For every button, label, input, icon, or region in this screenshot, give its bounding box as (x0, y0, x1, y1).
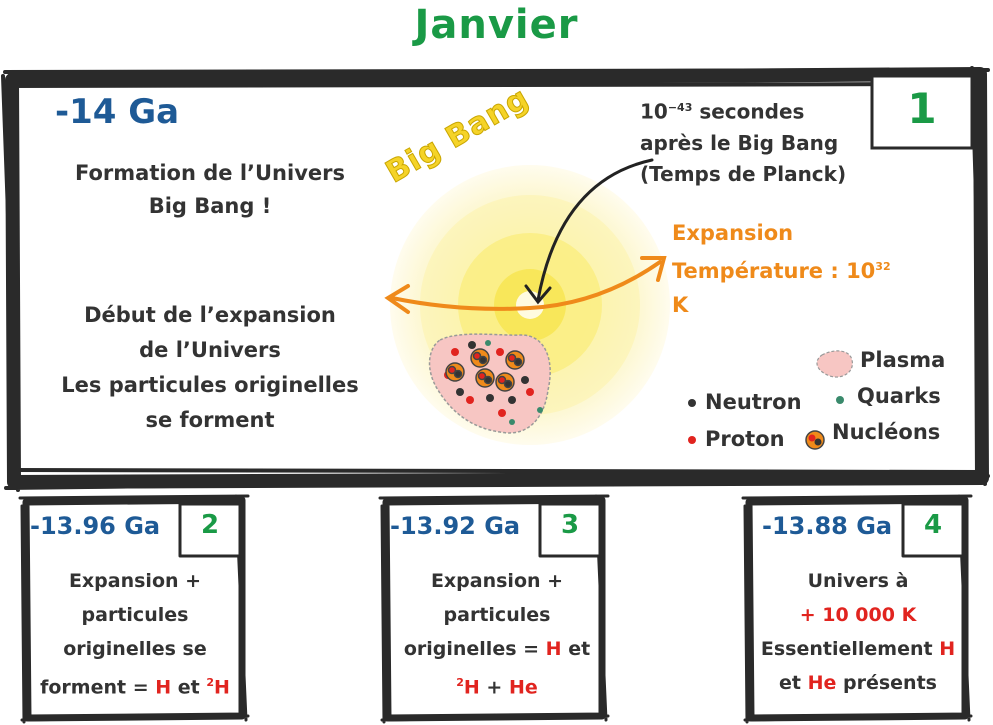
legend-icons (688, 350, 854, 450)
day-number-panel-3: 3 (560, 510, 580, 540)
proton-legend-icon (688, 436, 696, 444)
day-number-panel-4: 4 (923, 510, 943, 540)
legend-neutron: Neutron (705, 390, 802, 414)
panel-3-text: Expansion + particules originelles = H e… (403, 570, 591, 699)
quarks-legend-icon (836, 396, 844, 404)
day-number-panel-2: 2 (200, 510, 220, 540)
panel-frame-4 (741, 494, 973, 724)
planck-text: 10−43 secondes après le Big Bang (Temps … (640, 99, 847, 186)
nucleons-legend-icon (805, 430, 825, 450)
panel-frame-2 (18, 494, 250, 724)
main-frame (1, 66, 990, 492)
planck-arrow (524, 158, 654, 305)
panel-frame-3 (378, 494, 610, 724)
legend-quarks: Quarks (857, 384, 941, 408)
page-title: Janvier (414, 2, 579, 48)
legend-proton: Proton (705, 427, 785, 451)
debut-text: Début de l’expansion de l’Univers Les pa… (61, 303, 359, 432)
day-number-main: 1 (907, 84, 937, 133)
era-panel-3: -13.92 Ga (390, 512, 521, 540)
era-panel-4: -13.88 Ga (762, 512, 893, 540)
nucleon-markers (445, 348, 525, 392)
plasma-blob (428, 333, 551, 434)
expansion-arrow (384, 256, 667, 314)
era-panel-2: -13.96 Ga (30, 512, 161, 540)
legend-plasma: Plasma (860, 348, 946, 372)
day-box-main (870, 74, 974, 150)
formation-text: Formation de l’Univers Big Bang ! (74, 161, 345, 218)
neutron-legend-icon (688, 399, 696, 407)
expansion-text: Expansion Température : 1032 K (672, 221, 891, 317)
legend-nucleons: Nucléons (832, 420, 941, 444)
panel-2-text: Expansion + particules originelles se fo… (40, 570, 230, 699)
plasma-legend-icon (816, 350, 854, 378)
era-main: -14 Ga (55, 92, 180, 132)
panel-4-text: Univers à + 10 000 K Essentiellement H e… (760, 570, 956, 694)
